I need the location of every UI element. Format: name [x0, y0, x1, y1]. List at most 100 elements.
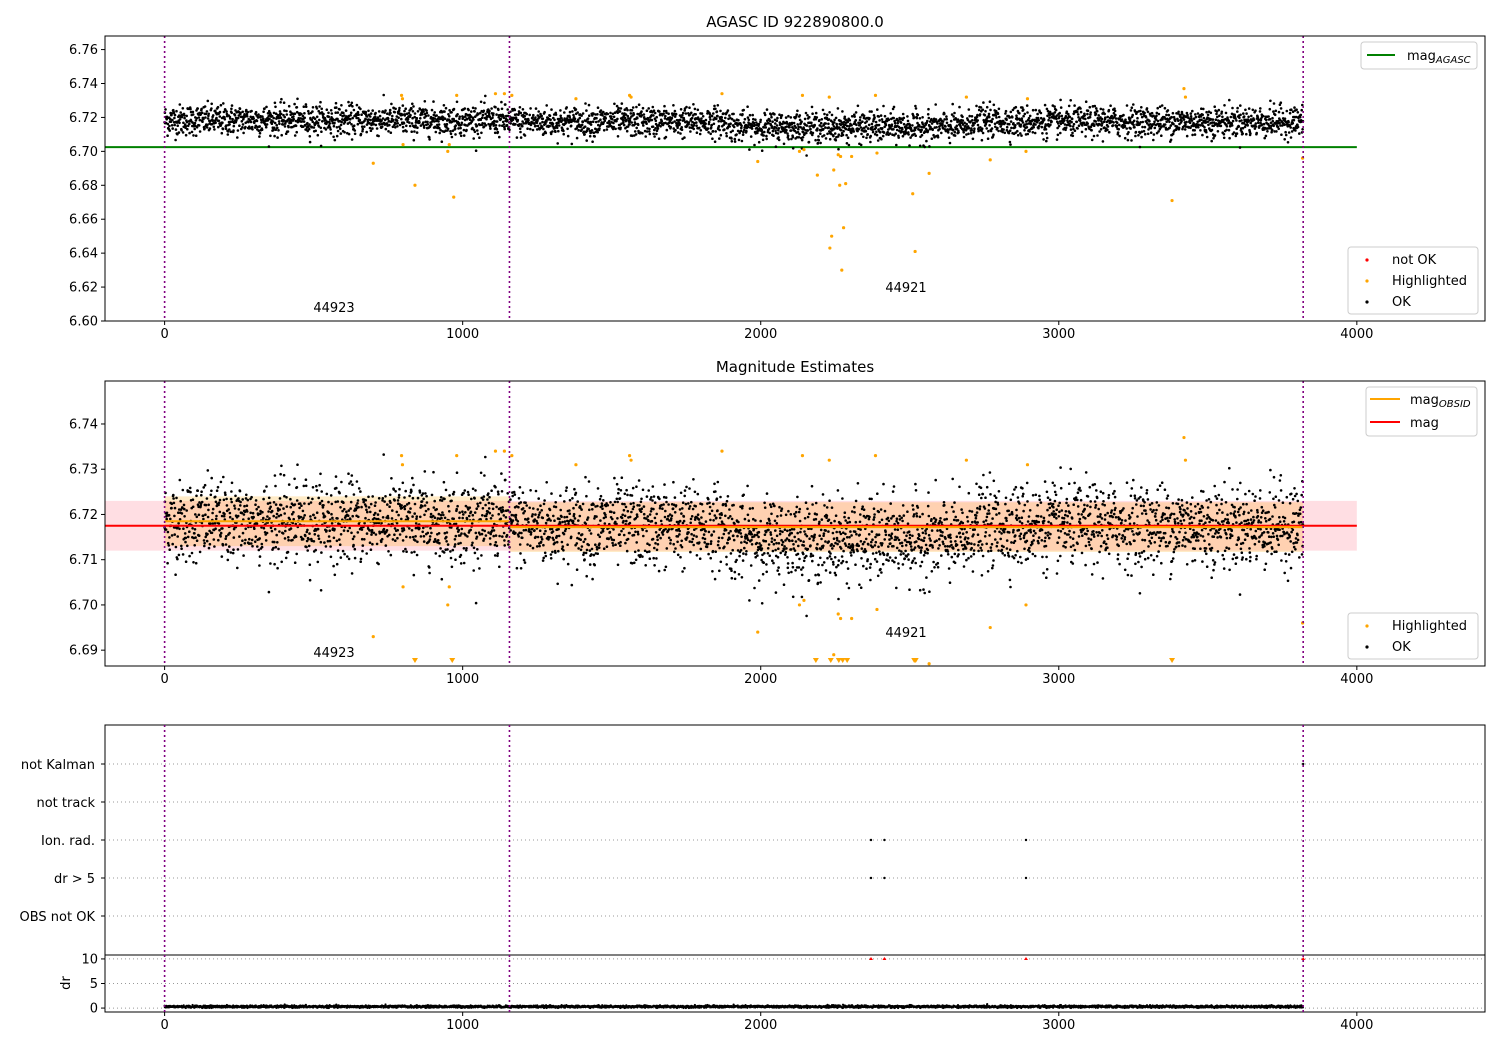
ok-point: [429, 526, 432, 530]
ok-point: [760, 128, 764, 132]
ok-point: [733, 140, 737, 143]
ok-point: [197, 116, 201, 119]
ok-point: [1269, 99, 1272, 103]
ok-point: [630, 109, 634, 112]
ok-point: [228, 123, 231, 126]
ok-point: [385, 122, 389, 125]
ok-point: [916, 113, 920, 117]
ok-point: [949, 119, 953, 123]
ok-point: [173, 514, 176, 518]
ok-point: [330, 521, 334, 525]
ok-point: [442, 104, 446, 107]
ok-point: [195, 117, 199, 120]
ok-point: [305, 545, 308, 549]
ok-point: [1259, 107, 1262, 110]
ok-point: [452, 107, 456, 111]
ok-point: [767, 127, 771, 130]
ok-point: [854, 135, 857, 138]
ok-point: [363, 125, 366, 128]
ok-point: [275, 123, 279, 127]
ok-point: [771, 129, 775, 133]
ok-point: [984, 109, 987, 113]
ok-point: [1012, 122, 1015, 125]
ok-point: [196, 107, 199, 110]
ok-point: [503, 127, 507, 131]
ok-point: [718, 128, 721, 132]
ok-point: [329, 555, 333, 559]
ok-point: [502, 116, 506, 120]
ok-point: [439, 128, 442, 132]
ok-point: [258, 555, 262, 558]
ok-point: [422, 126, 426, 129]
ok-point: [451, 548, 455, 552]
ok-point: [644, 135, 647, 138]
ok-point: [308, 578, 312, 582]
ok-point: [251, 511, 255, 515]
ok-point: [997, 107, 1001, 111]
ok-point: [698, 126, 701, 130]
ok-point: [981, 108, 985, 112]
ok-point: [180, 115, 184, 119]
ok-point: [347, 472, 350, 476]
ok-point: [473, 551, 477, 555]
ok-point: [640, 110, 643, 113]
ok-point: [295, 106, 299, 109]
ok-point: [1301, 103, 1304, 107]
ok-point: [335, 126, 339, 129]
highlighted-point: [797, 149, 802, 153]
ok-point: [612, 121, 615, 125]
ok-point: [1005, 118, 1008, 122]
ok-point: [463, 489, 467, 492]
highlighted-point: [964, 95, 968, 99]
ok-point: [1156, 119, 1160, 123]
ok-point: [770, 115, 773, 119]
ok-point: [495, 127, 499, 131]
ok-point: [192, 134, 195, 137]
ok-point: [555, 126, 559, 130]
ok-point: [356, 499, 360, 502]
ok-point: [181, 107, 185, 110]
ok-point: [1007, 131, 1011, 135]
ok-point: [519, 136, 523, 139]
ok-point: [980, 127, 984, 130]
ok-point: [358, 118, 362, 122]
ok-point: [724, 116, 727, 120]
ok-point: [1129, 109, 1133, 112]
ok-point: [317, 109, 321, 113]
ok-point: [307, 496, 310, 500]
ok-point: [460, 121, 464, 125]
ok-point: [419, 535, 423, 538]
ok-point: [377, 134, 380, 138]
ok-point: [239, 111, 242, 115]
ok-point: [178, 118, 182, 121]
ok-point: [665, 128, 669, 132]
highlighted-point: [815, 173, 819, 177]
ok-point: [481, 514, 484, 517]
ok-point: [255, 119, 259, 123]
ok-point: [269, 134, 272, 138]
ok-point: [1241, 132, 1244, 135]
ok-point: [385, 529, 389, 532]
ok-point: [174, 545, 178, 549]
ok-point: [450, 135, 454, 139]
ok-point: [188, 486, 192, 490]
ok-point: [1247, 107, 1251, 110]
highlighted-point: [840, 268, 844, 272]
ok-point: [272, 501, 276, 504]
ok-point: [327, 535, 331, 538]
ok-point: [300, 112, 303, 116]
ok-point: [469, 528, 473, 532]
ok-point: [330, 112, 334, 115]
ok-point: [351, 105, 354, 108]
ok-point: [181, 553, 185, 556]
ok-point: [304, 484, 308, 488]
ok-point: [742, 108, 745, 112]
ok-point: [936, 122, 939, 125]
ok-point: [489, 127, 492, 130]
ok-point: [213, 128, 216, 131]
ok-point: [448, 115, 451, 118]
ok-point: [712, 122, 716, 126]
ok-point: [1049, 123, 1052, 127]
ok-point: [817, 138, 821, 142]
ok-point: [1028, 114, 1032, 118]
